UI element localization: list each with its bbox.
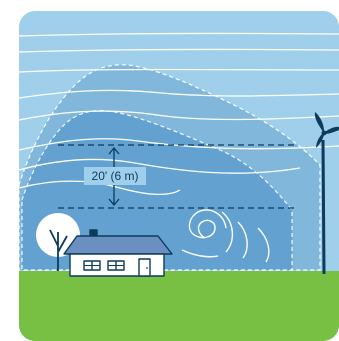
wind-line-8 <box>19 180 181 195</box>
ground-grass <box>19 271 339 341</box>
turbine-blade-down <box>316 134 324 148</box>
eddy-swirl <box>188 209 227 239</box>
wind-line-5 <box>19 110 339 121</box>
turbine-tower <box>321 139 326 275</box>
house-roof <box>63 235 173 255</box>
eddy-arc-2 <box>237 221 248 259</box>
wind-line-7 <box>19 158 301 174</box>
house-door <box>138 258 151 277</box>
wind-turbine-icon <box>314 112 339 275</box>
turbine-hub <box>321 130 327 136</box>
wind-line-3 <box>19 68 339 73</box>
eddy-line <box>181 249 219 258</box>
eddy-arc-3 <box>257 227 270 263</box>
height-label-bg <box>84 167 146 185</box>
house-icon <box>63 229 173 277</box>
eddy-arc-1 <box>221 211 233 253</box>
height-label: 20' (6 m) <box>92 169 139 183</box>
wind-lines <box>19 32 339 195</box>
wind-line-4 <box>19 89 339 99</box>
wind-line-6 <box>19 138 339 151</box>
wind-line-2 <box>19 48 339 53</box>
wind-eddies <box>181 209 270 263</box>
turbine-blade-right <box>325 126 339 134</box>
wind-line-1 <box>19 32 339 37</box>
turbine-blade-up <box>314 112 324 132</box>
